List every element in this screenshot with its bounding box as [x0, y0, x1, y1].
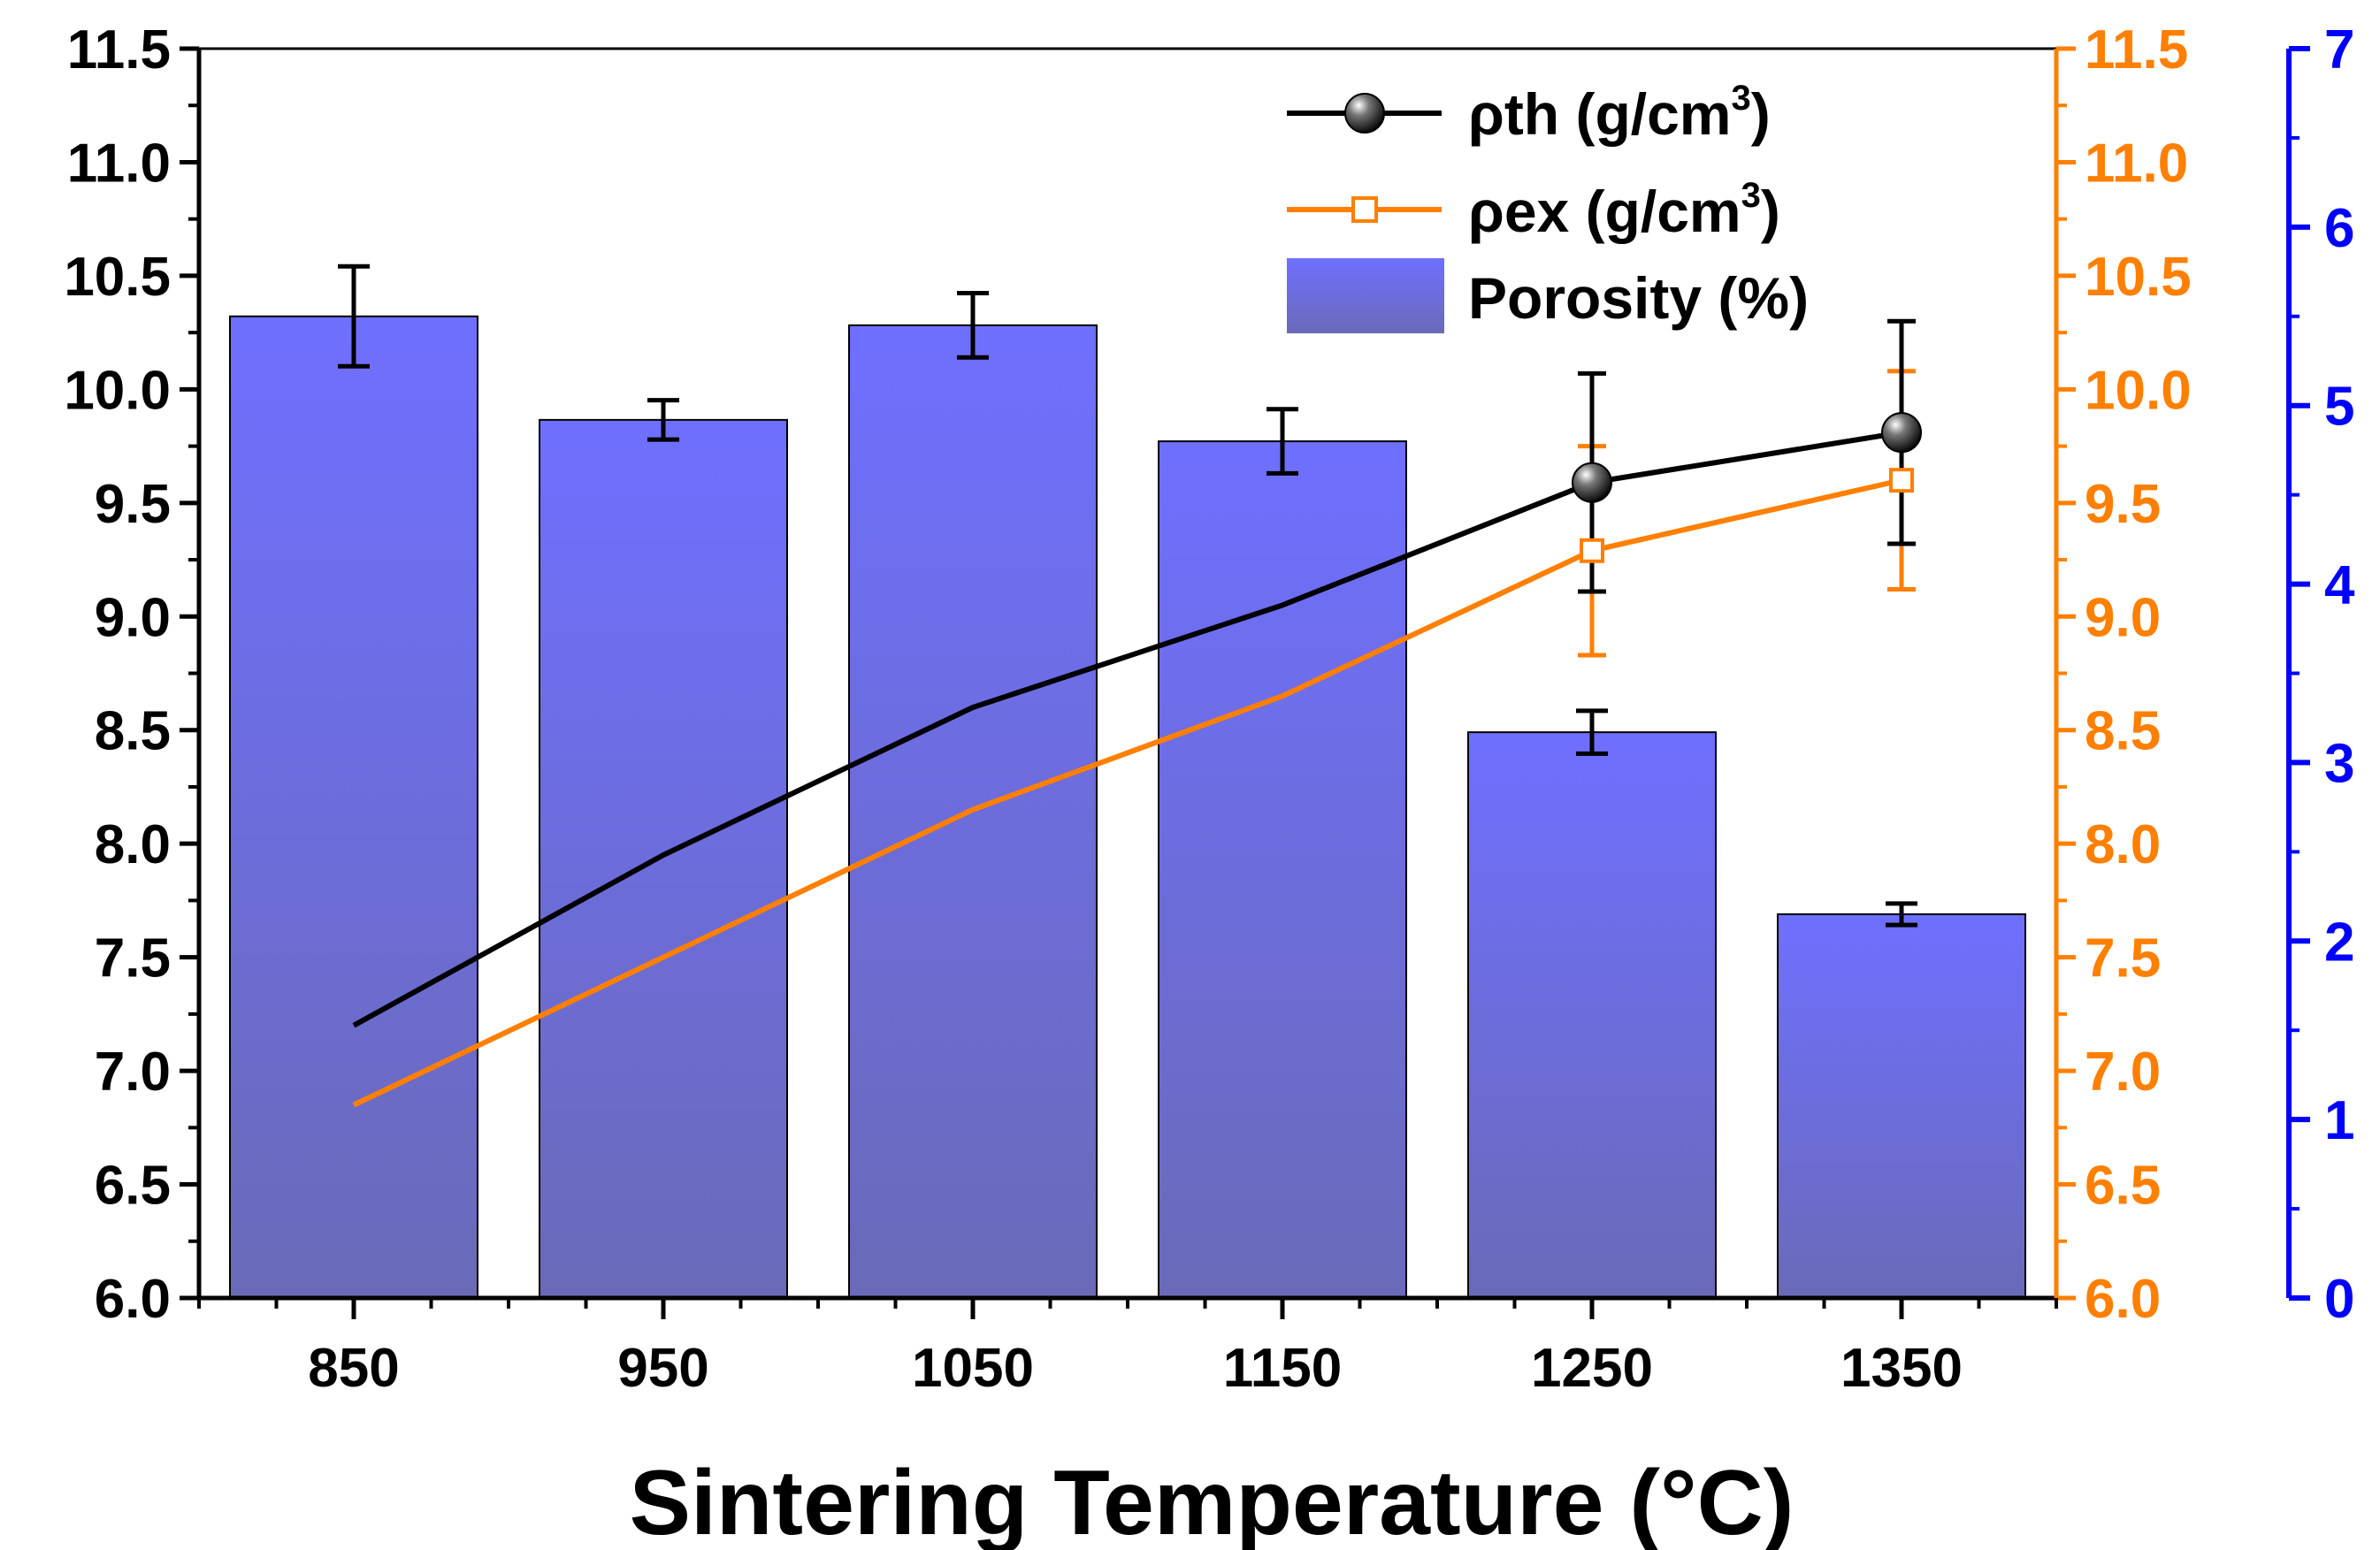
- orange-tick-label-7.0: 7.0: [2085, 1042, 2161, 1103]
- blue-tick-label-6: 6: [2324, 198, 2354, 259]
- porosity-bar-850: [229, 315, 478, 1299]
- x-tick-label-850: 850: [308, 1338, 399, 1399]
- left-tick-label-10.5: 10.5: [64, 247, 171, 308]
- x-tick-label-950: 950: [617, 1338, 708, 1399]
- left-tick-label-9.0: 9.0: [95, 587, 171, 648]
- blue-tick-label-4: 4: [2324, 555, 2355, 616]
- orange-tick-label-9.0: 9.0: [2085, 587, 2161, 648]
- legend-swatch-porosity: [1287, 258, 1444, 333]
- orange-tick-label-6.0: 6.0: [2085, 1269, 2161, 1330]
- orange-tick-label-11.5: 11.5: [2085, 19, 2188, 80]
- left-tick-label-7.5: 7.5: [95, 928, 171, 989]
- rho-th-marker-1250: [1572, 462, 1612, 503]
- orange-tick-label-11.0: 11.0: [2085, 133, 2188, 194]
- orange-tick-label-6.5: 6.5: [2085, 1156, 2161, 1217]
- left-tick-label-10.0: 10.0: [64, 360, 171, 421]
- rho-th-line: [352, 430, 1902, 1028]
- rho-th-marker-1350: [1881, 412, 1922, 454]
- rho-ex-line: [352, 477, 1902, 1108]
- x-axis-title: Sintering Temperature (°C): [630, 1452, 1795, 1550]
- porosity-bars: [229, 263, 2026, 1300]
- orange-tick-label-8.0: 8.0: [2085, 814, 2161, 875]
- orange-tick-label-8.5: 8.5: [2085, 701, 2161, 762]
- blue-tick-label-1: 1: [2324, 1090, 2354, 1151]
- legend-label-porosity: Porosity (%): [1468, 265, 1809, 331]
- orange-tick-label-10.5: 10.5: [2085, 247, 2192, 308]
- axes: 6.0 6.5 7.0 7.5 8.0 8.5 9.0 9.5 10.0 10.5 11.0 11.5…: [64, 19, 2355, 1399]
- left-tick-label-9.5: 9.5: [95, 474, 171, 535]
- orange-tick-label-7.5: 7.5: [2085, 928, 2161, 989]
- density-lines: [352, 318, 1922, 1108]
- porosity-bar-1350: [1777, 913, 2026, 1300]
- left-tick-label-7.0: 7.0: [95, 1042, 171, 1103]
- left-tick-label-8.5: 8.5: [95, 701, 171, 762]
- blue-tick-label-5: 5: [2324, 377, 2354, 438]
- orange-tick-label-10.0: 10.0: [2085, 360, 2192, 421]
- left-tick-label-6.5: 6.5: [95, 1156, 171, 1217]
- legend-marker-rho-ex: [1351, 196, 1378, 223]
- porosity-bar-1150: [1158, 440, 1407, 1300]
- legend-label-rho-th: ρth (g/cm3): [1468, 79, 1771, 147]
- left-tick-label-11.5: 11.5: [67, 19, 171, 80]
- left-tick-label-11.0: 11.0: [67, 133, 171, 194]
- porosity-bar-950: [539, 418, 788, 1299]
- legend-label-rho-ex: ρex (g/cm3): [1468, 176, 1780, 244]
- blue-tick-label-2: 2: [2324, 912, 2354, 973]
- left-tick-label-6.0: 6.0: [95, 1269, 171, 1330]
- blue-tick-label-7: 7: [2324, 19, 2354, 80]
- x-tick-label-1050: 1050: [912, 1338, 1034, 1399]
- blue-tick-label-0: 0: [2324, 1269, 2354, 1330]
- blue-tick-label-3: 3: [2324, 733, 2354, 794]
- legend: ρth (g/cm3) ρex (g/cm3) Porosity (%): [1287, 79, 1809, 333]
- left-tick-label-8.0: 8.0: [95, 814, 171, 875]
- rho-ex-marker-1250: [1580, 538, 1604, 563]
- rho-ex-marker-1350: [1889, 468, 1914, 493]
- x-tick-label-1150: 1150: [1223, 1338, 1343, 1399]
- legend-marker-rho-th: [1344, 93, 1385, 134]
- orange-tick-label-9.5: 9.5: [2085, 474, 2161, 535]
- x-tick-label-1250: 1250: [1531, 1338, 1653, 1399]
- porosity-bar-1250: [1467, 731, 1717, 1299]
- x-tick-label-1350: 1350: [1840, 1338, 1963, 1399]
